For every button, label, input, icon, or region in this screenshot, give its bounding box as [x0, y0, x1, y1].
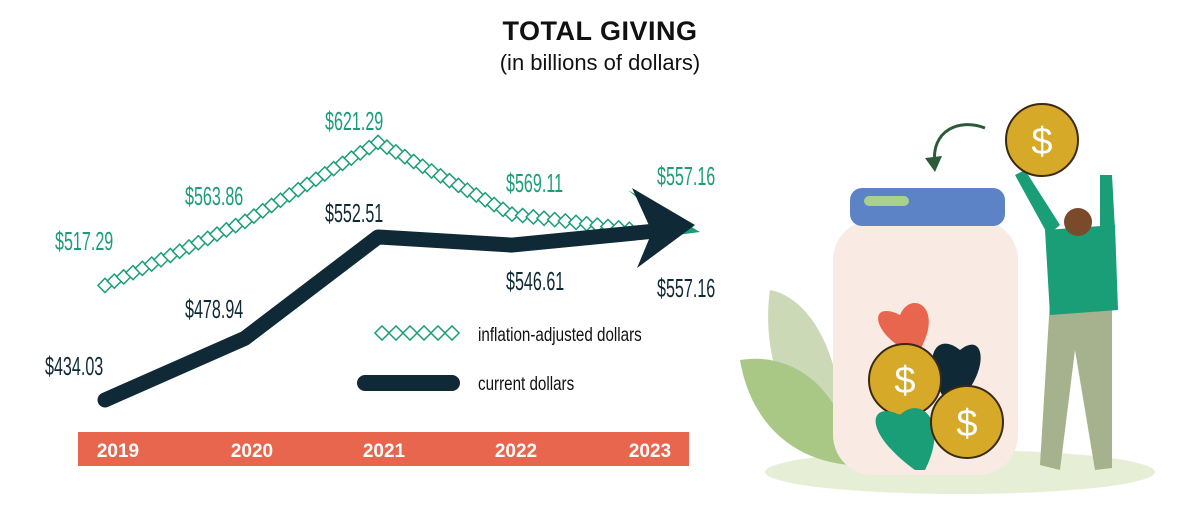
person-head: [1064, 208, 1092, 236]
legend-inflation-swatch: [415, 324, 433, 342]
coin-icon: [930, 385, 1004, 459]
current-data-label: $478.94: [185, 294, 243, 324]
heart-icon: [875, 408, 935, 470]
heart-icon: [878, 302, 929, 350]
inflation-data-label: $621.29: [325, 106, 383, 136]
current-line: [97, 223, 668, 408]
svg-text:$: $: [894, 360, 915, 402]
person-torso: [1045, 225, 1118, 315]
current-data-label: $546.61: [506, 266, 564, 296]
coin-icon: [1005, 103, 1079, 177]
x-tick-label: 2021: [363, 441, 406, 462]
legend-inflation-swatch: [443, 324, 461, 342]
inflation-marker: [503, 205, 521, 223]
person-legs: [1040, 300, 1112, 470]
x-tick-label: 2022: [495, 441, 537, 462]
inflation-marker: [578, 215, 595, 232]
arrow-curve-icon: [933, 123, 986, 166]
chart-subtitle: (in billions of dollars): [499, 50, 701, 75]
inflation-data-label: $517.29: [55, 226, 113, 256]
inflation-marker: [557, 212, 574, 230]
svg-text:$: $: [1031, 121, 1052, 163]
legend-inflation-label: inflation-adjusted dollars: [478, 323, 642, 345]
legend-inflation-swatch: [429, 324, 447, 342]
inflation-data-label: $563.86: [185, 181, 243, 211]
chart-title: TOTAL GIVING: [502, 16, 698, 46]
inflation-marker: [567, 214, 585, 231]
current-data-label: $552.51: [325, 198, 383, 228]
inflation-marker: [546, 211, 563, 228]
x-tick-label: 2020: [231, 441, 273, 462]
inflation-marker: [589, 216, 606, 234]
inflation-data-label: $569.11: [506, 168, 563, 198]
inflation-marker: [514, 207, 531, 224]
x-tick-label: 2019: [97, 441, 139, 462]
legend-inflation-swatch: [373, 324, 391, 342]
svg-text:$: $: [956, 403, 977, 445]
inflation-data-label: $557.16: [657, 161, 715, 191]
x-tick-label: 2023: [629, 441, 671, 462]
legend-current-label: current dollars: [478, 372, 574, 394]
leaf-icon: [740, 358, 850, 465]
current-data-label: $557.16: [657, 273, 715, 303]
current-arrowhead: [632, 188, 695, 268]
x-axis-bar: [78, 432, 689, 466]
current-data-label: $434.03: [45, 351, 103, 381]
legend-inflation-swatch: [387, 324, 405, 342]
inflation-marker: [525, 208, 542, 226]
legend-inflation-swatch: [401, 324, 419, 342]
inflation-marker: [535, 210, 553, 227]
jar-lid: [850, 188, 1005, 226]
